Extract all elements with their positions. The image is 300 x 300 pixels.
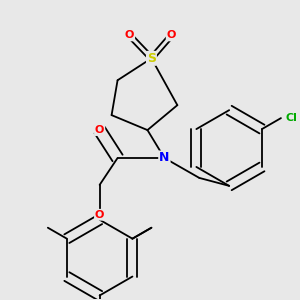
Text: O: O <box>95 125 104 135</box>
Text: N: N <box>159 152 170 164</box>
Text: O: O <box>95 210 104 220</box>
Text: S: S <box>147 52 156 65</box>
Text: O: O <box>125 30 134 40</box>
Text: Cl: Cl <box>286 113 298 123</box>
Text: O: O <box>167 30 176 40</box>
